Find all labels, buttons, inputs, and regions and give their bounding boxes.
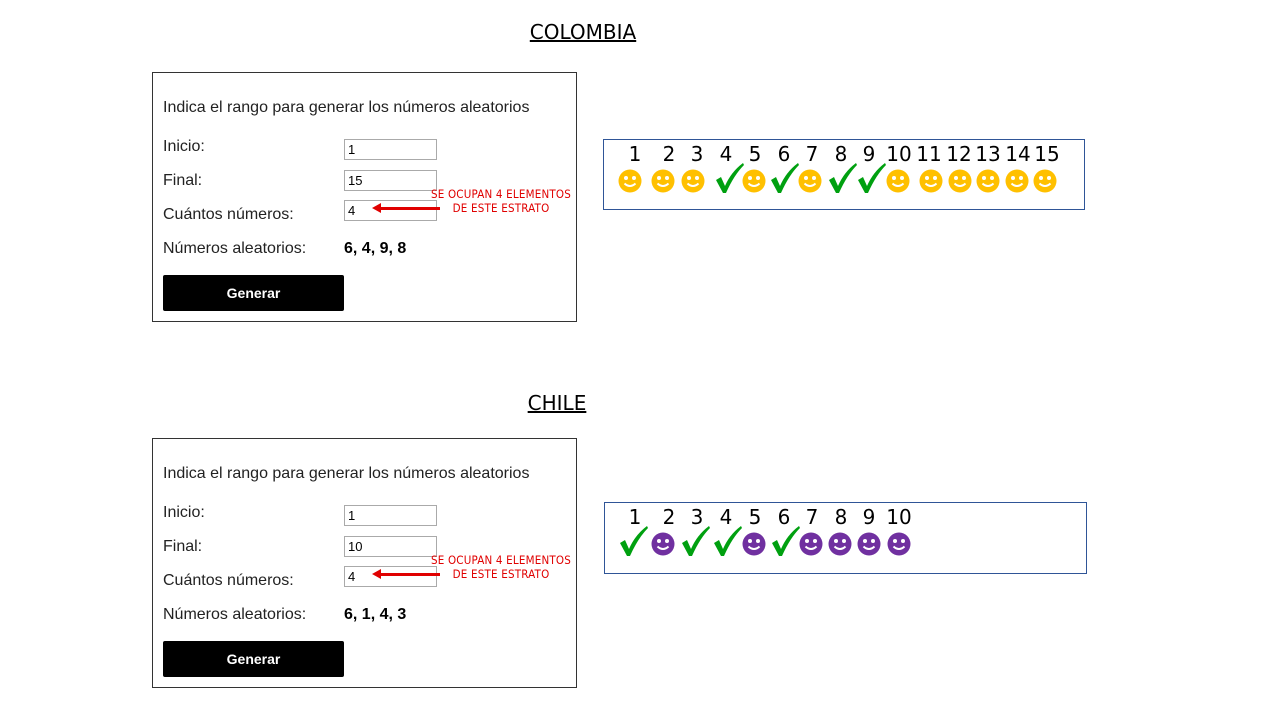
element-number: 14 bbox=[1005, 142, 1031, 166]
check-icon bbox=[827, 162, 857, 199]
element-number: 5 bbox=[748, 505, 762, 529]
element-number: 3 bbox=[690, 505, 704, 529]
smiley-icon bbox=[1005, 169, 1029, 198]
annotation: SE OCUPAN 4 ELEMENTOS DE ESTE ESTRATO bbox=[431, 553, 571, 581]
final-input[interactable] bbox=[344, 170, 437, 191]
smiley-icon bbox=[742, 532, 766, 561]
smiley-icon bbox=[887, 532, 911, 561]
chile-title: CHILE bbox=[527, 391, 587, 415]
check-icon bbox=[714, 162, 744, 199]
arrow-icon bbox=[372, 569, 440, 579]
element-number: 6 bbox=[777, 505, 791, 529]
element-number: 8 bbox=[834, 505, 848, 529]
check-icon bbox=[712, 525, 742, 562]
generator-form: Indica el rango para generar los números… bbox=[152, 438, 577, 688]
element-number: 1 bbox=[628, 505, 642, 529]
result-label: Números aleatorios: bbox=[163, 240, 307, 257]
element-number: 15 bbox=[1034, 142, 1060, 166]
annotation-line-1: SE OCUPAN 4 ELEMENTOS bbox=[430, 187, 572, 201]
smiley-icon bbox=[651, 532, 675, 561]
cuantos-label: Cuántos números: bbox=[163, 206, 294, 223]
smiley-icon bbox=[618, 169, 642, 198]
form-heading: Indica el rango para generar los números… bbox=[163, 99, 530, 116]
generator-form: Indica el rango para generar los números… bbox=[152, 72, 577, 322]
inicio-input[interactable] bbox=[344, 505, 437, 526]
generate-button[interactable]: Generar bbox=[163, 641, 344, 677]
inicio-label: Inicio: bbox=[163, 138, 205, 155]
arrow-icon bbox=[372, 203, 440, 213]
element-number: 9 bbox=[862, 505, 876, 529]
element-number: 2 bbox=[662, 142, 676, 166]
generate-button[interactable]: Generar bbox=[163, 275, 344, 311]
strata-strip bbox=[603, 139, 1085, 210]
cuantos-label: Cuántos números: bbox=[163, 572, 294, 589]
result-label: Números aleatorios: bbox=[163, 606, 307, 623]
element-number: 10 bbox=[886, 505, 912, 529]
smiley-icon bbox=[798, 169, 822, 198]
smiley-icon bbox=[976, 169, 1000, 198]
check-icon bbox=[769, 162, 799, 199]
element-number: 1 bbox=[628, 142, 642, 166]
check-icon bbox=[618, 525, 648, 562]
smiley-icon bbox=[948, 169, 972, 198]
element-number: 9 bbox=[862, 142, 876, 166]
final-input[interactable] bbox=[344, 536, 437, 557]
annotation: SE OCUPAN 4 ELEMENTOS DE ESTE ESTRATO bbox=[431, 187, 571, 215]
smiley-icon bbox=[886, 169, 910, 198]
element-number: 8 bbox=[834, 142, 848, 166]
cuantos-input[interactable] bbox=[344, 566, 437, 587]
check-icon bbox=[856, 162, 886, 199]
element-number: 4 bbox=[719, 142, 733, 166]
form-heading: Indica el rango para generar los números… bbox=[163, 465, 530, 482]
cuantos-input[interactable] bbox=[344, 200, 437, 221]
result-value: 6, 4, 9, 8 bbox=[344, 240, 407, 257]
element-number: 6 bbox=[777, 142, 791, 166]
smiley-icon bbox=[828, 532, 852, 561]
smiley-icon bbox=[857, 532, 881, 561]
smiley-icon bbox=[742, 169, 766, 198]
smiley-icon bbox=[919, 169, 943, 198]
smiley-icon bbox=[681, 169, 705, 198]
annotation-line-1: SE OCUPAN 4 ELEMENTOS bbox=[430, 553, 572, 567]
check-icon bbox=[770, 525, 800, 562]
element-number: 10 bbox=[886, 142, 912, 166]
element-number: 3 bbox=[690, 142, 704, 166]
element-number: 2 bbox=[662, 505, 676, 529]
annotation-line-2: DE ESTE ESTRATO bbox=[452, 201, 550, 215]
final-label: Final: bbox=[163, 538, 203, 555]
element-number: 5 bbox=[748, 142, 762, 166]
element-number: 4 bbox=[719, 505, 733, 529]
check-icon bbox=[680, 525, 710, 562]
inicio-input[interactable] bbox=[344, 139, 437, 160]
inicio-label: Inicio: bbox=[163, 504, 205, 521]
element-number: 12 bbox=[946, 142, 972, 166]
element-number: 7 bbox=[805, 142, 819, 166]
smiley-icon bbox=[651, 169, 675, 198]
element-number: 13 bbox=[975, 142, 1001, 166]
element-number: 11 bbox=[916, 142, 942, 166]
element-number: 7 bbox=[805, 505, 819, 529]
smiley-icon bbox=[799, 532, 823, 561]
colombia-title: COLOMBIA bbox=[529, 20, 637, 44]
final-label: Final: bbox=[163, 172, 203, 189]
result-value: 6, 1, 4, 3 bbox=[344, 606, 407, 623]
smiley-icon bbox=[1033, 169, 1057, 198]
annotation-line-2: DE ESTE ESTRATO bbox=[452, 567, 550, 581]
